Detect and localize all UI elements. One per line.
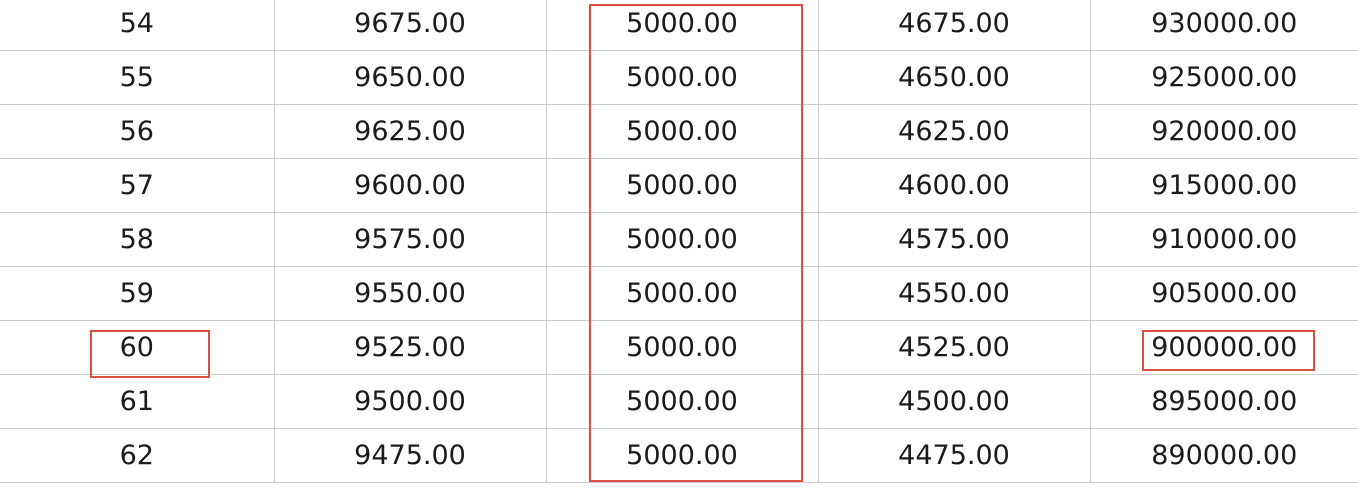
cell-principal[interactable]: 5000.00 <box>545 428 819 483</box>
cell-interest[interactable]: 4575.00 <box>817 212 1091 267</box>
table-row: 57 9600.00 5000.00 4600.00 915000.00 <box>0 158 1358 213</box>
cell-period[interactable]: 58 <box>0 212 275 267</box>
cell-principal[interactable]: 5000.00 <box>545 266 819 321</box>
cell-interest[interactable]: 4550.00 <box>817 266 1091 321</box>
table-row: 55 9650.00 5000.00 4650.00 925000.00 <box>0 50 1358 105</box>
cell-payment[interactable]: 9475.00 <box>273 428 547 483</box>
cell-balance[interactable]: 890000.00 <box>1089 428 1358 483</box>
table-row: 54 9675.00 5000.00 4675.00 930000.00 <box>0 0 1358 51</box>
cell-principal[interactable]: 5000.00 <box>545 212 819 267</box>
cell-balance[interactable]: 895000.00 <box>1089 374 1358 429</box>
cell-interest[interactable]: 4525.00 <box>817 320 1091 375</box>
cell-payment[interactable]: 9650.00 <box>273 50 547 105</box>
cell-principal[interactable]: 5000.00 <box>545 50 819 105</box>
cell-interest[interactable]: 4500.00 <box>817 374 1091 429</box>
cell-principal[interactable]: 5000.00 <box>545 104 819 159</box>
table-row: 62 9475.00 5000.00 4475.00 890000.00 <box>0 428 1358 483</box>
cell-period[interactable]: 56 <box>0 104 275 159</box>
table-row: 58 9575.00 5000.00 4575.00 910000.00 <box>0 212 1358 267</box>
cell-principal[interactable]: 5000.00 <box>545 320 819 375</box>
table-row: 56 9625.00 5000.00 4625.00 920000.00 <box>0 104 1358 159</box>
cell-period[interactable]: 60 <box>0 320 275 375</box>
cell-payment[interactable]: 9500.00 <box>273 374 547 429</box>
cell-period[interactable]: 54 <box>0 0 275 51</box>
cell-interest[interactable]: 4625.00 <box>817 104 1091 159</box>
cell-interest[interactable]: 4475.00 <box>817 428 1091 483</box>
cell-payment[interactable]: 9575.00 <box>273 212 547 267</box>
cell-balance[interactable]: 930000.00 <box>1089 0 1358 51</box>
cell-principal[interactable]: 5000.00 <box>545 158 819 213</box>
cell-balance[interactable]: 925000.00 <box>1089 50 1358 105</box>
cell-payment[interactable]: 9525.00 <box>273 320 547 375</box>
cell-interest[interactable]: 4675.00 <box>817 0 1091 51</box>
cell-interest[interactable]: 4600.00 <box>817 158 1091 213</box>
cell-principal[interactable]: 5000.00 <box>545 374 819 429</box>
cell-balance[interactable]: 920000.00 <box>1089 104 1358 159</box>
cell-period[interactable]: 62 <box>0 428 275 483</box>
cell-payment[interactable]: 9550.00 <box>273 266 547 321</box>
table-row: 60 9525.00 5000.00 4525.00 900000.00 <box>0 320 1358 375</box>
cell-payment[interactable]: 9625.00 <box>273 104 547 159</box>
cell-period[interactable]: 57 <box>0 158 275 213</box>
cell-principal[interactable]: 5000.00 <box>545 0 819 51</box>
cell-period[interactable]: 59 <box>0 266 275 321</box>
cell-period[interactable]: 55 <box>0 50 275 105</box>
table-row: 61 9500.00 5000.00 4500.00 895000.00 <box>0 374 1358 429</box>
cell-interest[interactable]: 4650.00 <box>817 50 1091 105</box>
cell-balance[interactable]: 905000.00 <box>1089 266 1358 321</box>
cell-balance[interactable]: 910000.00 <box>1089 212 1358 267</box>
cell-payment[interactable]: 9675.00 <box>273 0 547 51</box>
cell-period[interactable]: 61 <box>0 374 275 429</box>
cell-payment[interactable]: 9600.00 <box>273 158 547 213</box>
cell-balance[interactable]: 900000.00 <box>1089 320 1358 375</box>
table-row: 59 9550.00 5000.00 4550.00 905000.00 <box>0 266 1358 321</box>
cell-balance[interactable]: 915000.00 <box>1089 158 1358 213</box>
